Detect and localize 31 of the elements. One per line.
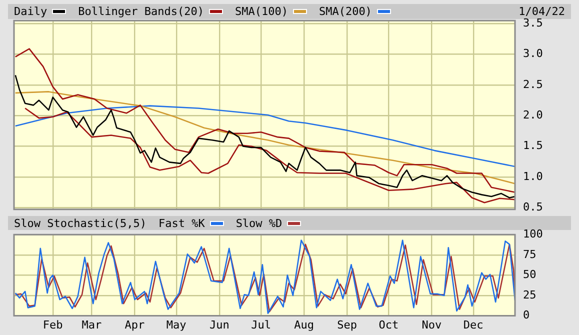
x-tick-label: Nov bbox=[422, 318, 442, 332]
y-tick-label: 75 bbox=[523, 248, 536, 261]
x-tick-label: Jun bbox=[209, 318, 230, 332]
legend-label: Bollinger Bands(20) bbox=[78, 5, 204, 18]
x-tick-label: Aug bbox=[294, 318, 314, 332]
x-tick-label: Apr bbox=[124, 318, 146, 332]
y-tick-label: 25 bbox=[523, 288, 536, 302]
y-tick-label: 3.0 bbox=[523, 47, 543, 60]
x-tick-label: Oct bbox=[378, 318, 399, 332]
legend-label: Slow %D bbox=[236, 216, 282, 230]
y-tick-label: 2.5 bbox=[523, 78, 543, 91]
x-tick-label: May bbox=[166, 318, 187, 332]
x-tick-label: Dec bbox=[463, 318, 484, 332]
y-tick-label: 2.0 bbox=[523, 108, 543, 122]
y-tick-label: 1.0 bbox=[523, 170, 543, 183]
y-tick-label: 100 bbox=[523, 227, 543, 240]
legend-label: SMA(200) bbox=[318, 5, 372, 18]
x-tick-label: Sep bbox=[337, 318, 358, 332]
x-tick-label: Mar bbox=[82, 318, 102, 332]
y-tick-label: 50 bbox=[523, 268, 536, 282]
legend-label: Daily bbox=[14, 5, 48, 18]
legend-label: SMA(100) bbox=[234, 5, 288, 18]
text: 1/04/22 bbox=[518, 5, 565, 18]
x-tick-label: Feb bbox=[42, 318, 63, 332]
y-tick-label: 0 bbox=[523, 308, 530, 322]
y-tick-label: 0.5 bbox=[523, 200, 543, 214]
legend-label: Fast %K bbox=[158, 216, 205, 230]
y-tick-label: 1.5 bbox=[523, 139, 543, 152]
x-tick-label: Jul bbox=[251, 318, 271, 332]
legend-title: Slow Stochastic(5,5) bbox=[14, 216, 146, 230]
y-tick-label: 3.5 bbox=[523, 16, 543, 30]
